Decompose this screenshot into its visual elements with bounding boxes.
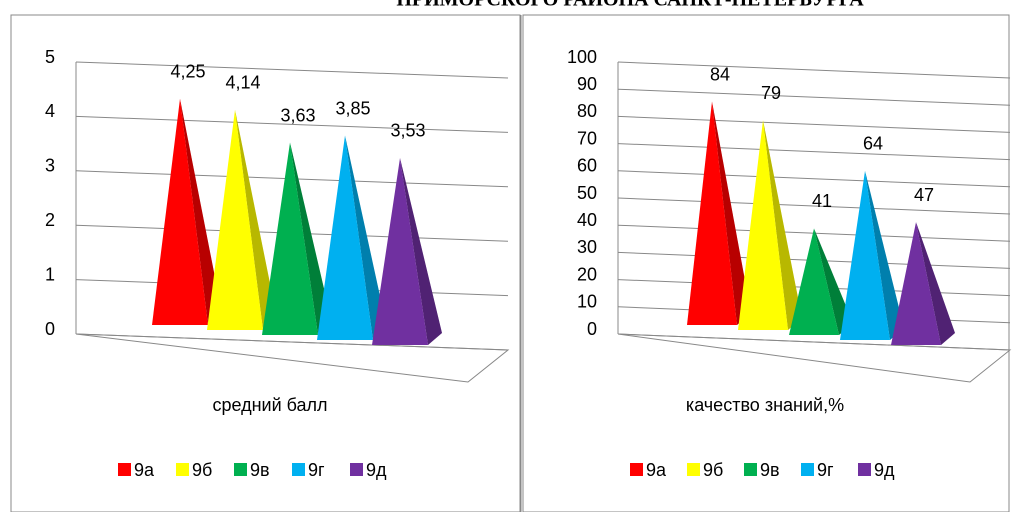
y-tick-label: 70 [577,128,597,148]
pyramid-side [814,228,853,335]
pyramid-side-shade [180,98,222,325]
pyramid [317,135,373,340]
legend-label: 9а [646,460,667,480]
value-label: 64 [863,134,883,154]
grid-line [75,115,509,133]
pyramid [152,98,208,325]
legend-swatch [176,463,189,476]
grid-line [617,197,1011,215]
legend-swatch [687,463,700,476]
pyramid-side-shade [763,120,802,331]
y-tick-label: 20 [577,264,597,284]
value-label: 79 [761,83,781,103]
value-label: 4,25 [170,62,205,82]
value-label: 3,63 [280,105,315,125]
grid-line [617,115,1011,133]
y-tick-label: 80 [577,101,597,121]
pyramid [789,228,839,335]
chart-frame [10,14,521,512]
pyramid [372,157,428,345]
legend-label: 9г [308,460,325,480]
legend-label: 9д [874,460,895,480]
x-tick-label: средний балл [212,395,327,415]
pyramid-side [763,120,802,331]
pyramid-side-shade [235,109,277,330]
y-tick-label: 0 [587,319,597,339]
legend-label: 9а [134,460,155,480]
legend-swatch [234,463,247,476]
pyramid-side-shade [290,142,332,335]
page-title: ПРИМОРСКОГО РАЙОНА САНКТ-ПЕТЕРБУРГА [396,0,864,11]
x-tick-label: качество знаний,% [686,395,844,415]
grid-line [75,61,509,79]
value-label: 3,85 [335,98,370,118]
grid-line [617,170,1011,188]
y-tick-label: 60 [577,156,597,176]
y-tick-label: 4 [45,101,55,121]
legend-swatch [744,463,757,476]
pyramid-side-shade [400,157,442,345]
pyramid-side [712,101,751,326]
y-tick-label: 3 [45,156,55,176]
legend-label: 9в [250,460,270,480]
legend-swatch [858,463,871,476]
grid-line [617,88,1011,106]
pyramid [262,142,318,335]
value-label: 47 [914,185,934,205]
legend-label: 9д [366,460,387,480]
pyramid-side-shade [814,228,853,335]
pyramid [207,109,263,330]
y-tick-label: 10 [577,292,597,312]
y-tick-label: 1 [45,264,55,284]
legend-swatch [292,463,305,476]
y-tick-label: 100 [567,47,597,67]
legend-swatch [630,463,643,476]
y-tick-label: 50 [577,183,597,203]
value-label: 41 [812,191,832,211]
legend-swatch [118,463,131,476]
y-tick-label: 5 [45,47,55,67]
chart-frame [522,14,1010,512]
y-tick-label: 2 [45,210,55,230]
grid-line [617,143,1011,161]
value-label: 84 [710,64,730,84]
floor [617,333,1012,383]
legend-label: 9г [817,460,834,480]
pyramid-side [290,142,332,335]
y-tick-label: 90 [577,74,597,94]
pyramid-side [916,222,955,345]
y-tick-label: 40 [577,210,597,230]
pyramid-side-shade [916,222,955,345]
pyramid-side-shade [345,135,387,340]
pyramid-side-shade [712,101,751,326]
pyramid [891,222,941,345]
pyramid-side [180,98,222,325]
floor [75,333,510,383]
legend-label: 9в [760,460,780,480]
pyramid-side [345,135,387,340]
value-label: 4,14 [225,73,260,93]
value-label: 3,53 [390,121,425,141]
pyramid-side [235,109,277,330]
legend-label: 9б [192,460,212,480]
pyramid [687,101,737,326]
pyramid [840,170,890,340]
pyramid-side [400,157,442,345]
pyramid [738,120,788,331]
legend-swatch [350,463,363,476]
grid-line [617,61,1011,79]
y-tick-label: 0 [45,319,55,339]
y-tick-label: 30 [577,237,597,257]
pyramid-side-shade [865,170,904,340]
legend-swatch [801,463,814,476]
pyramid-side [865,170,904,340]
legend-label: 9б [703,460,723,480]
